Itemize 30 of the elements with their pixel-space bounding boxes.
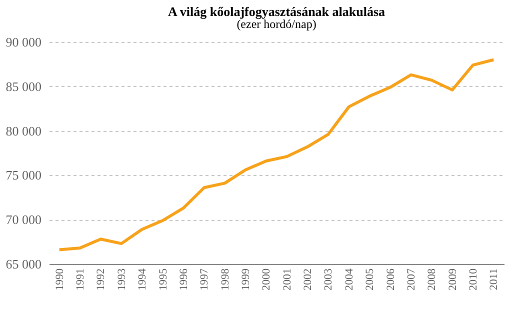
x-tick-label: 2001 [281, 268, 294, 290]
x-tick-label: 2000 [260, 268, 273, 290]
x-tick-label: 2003 [322, 268, 335, 290]
y-tick-label: 90 000 [6, 34, 42, 50]
x-tick-label: 1991 [74, 268, 87, 290]
x-tick-label: 2008 [426, 268, 438, 290]
x-tick-label: 1994 [136, 268, 149, 290]
x-tick-label: 2005 [364, 268, 376, 290]
x-tick-label: 1996 [178, 268, 190, 290]
x-tick-label: 1999 [240, 268, 252, 290]
x-tick-label: 1997 [198, 268, 211, 290]
x-tick-label: 2004 [343, 268, 356, 290]
x-tick-label: 1998 [219, 268, 232, 290]
x-tick-label: 1992 [95, 268, 108, 290]
y-tick-label: 70 000 [6, 212, 42, 228]
line-series [58, 58, 496, 252]
x-tick-label: 2009 [446, 268, 459, 290]
x-tick-label: 2007 [405, 268, 418, 290]
x-tick-label: 2002 [302, 268, 314, 290]
x-tick-label: 1993 [116, 268, 128, 290]
y-tick-label: 85 000 [6, 78, 42, 94]
x-tick-label: 1990 [54, 268, 66, 290]
y-tick-label: 75 000 [6, 168, 42, 183]
chart-title: A világ kőolajfogyasztásának alakulása [168, 4, 386, 19]
x-tick-label: 2010 [467, 268, 480, 290]
x-tick-label: 2006 [384, 268, 397, 290]
x-tick-label: 1995 [157, 268, 170, 290]
y-tick-label: 80 000 [6, 123, 42, 138]
y-tick-label: 65 000 [6, 256, 42, 272]
x-tick-label: 2011 [488, 268, 500, 290]
